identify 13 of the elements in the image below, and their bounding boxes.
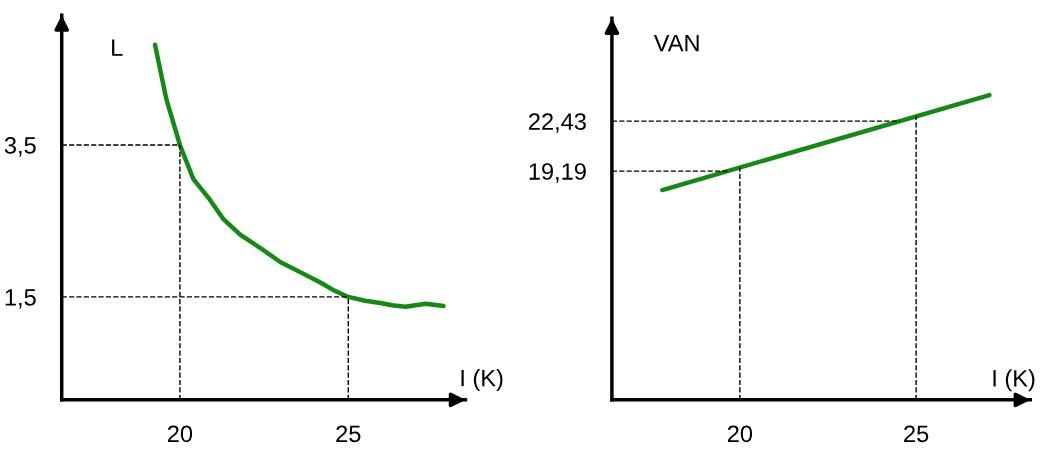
x-tick-label: 20 bbox=[727, 425, 753, 443]
x-tick-label: 20 bbox=[167, 425, 193, 443]
y-tick-label: 1,5 bbox=[5, 289, 36, 309]
x-axis-title: I (K) bbox=[993, 369, 1035, 392]
line-series bbox=[152, 42, 446, 310]
x-tick-label: 25 bbox=[904, 425, 929, 443]
y-axis-title: L bbox=[112, 39, 123, 56]
y-tick-label: 22,43 bbox=[529, 113, 586, 133]
y-tick-label: 19,19 bbox=[529, 163, 586, 183]
x-axis-title: I (K) bbox=[461, 369, 503, 392]
y-tick-label: 3,5 bbox=[4, 137, 36, 157]
y-axis-title: VAN bbox=[653, 34, 699, 52]
x-tick-label: 25 bbox=[336, 425, 361, 443]
